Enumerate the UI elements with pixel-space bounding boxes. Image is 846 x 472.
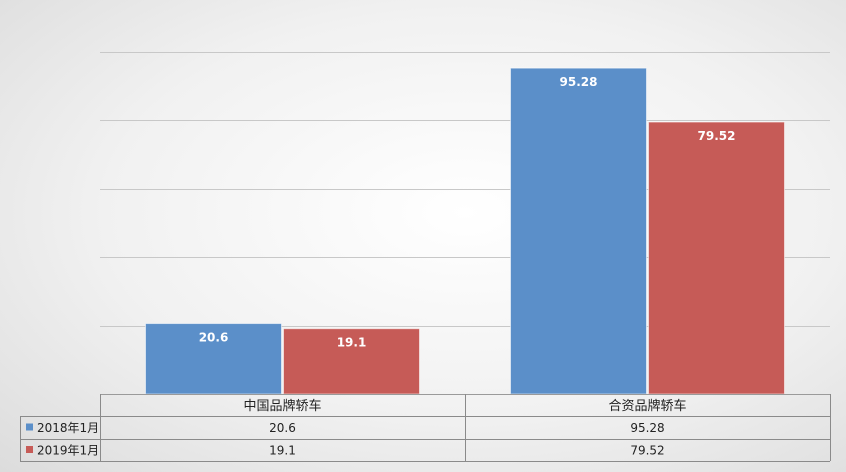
legend-swatch	[26, 446, 33, 453]
legend-swatch	[26, 423, 33, 431]
data-label: 20.6	[199, 331, 229, 345]
data-table: 中国品牌轿车 合资品牌轿车 2018年1月 20.6 95.28 2019年1月 19.1 7…	[20, 394, 831, 462]
bar	[145, 323, 282, 395]
bar	[510, 67, 647, 395]
legend-label: 2019年1月	[37, 444, 99, 458]
table-cell: 95.28	[630, 421, 664, 435]
table-cell: 20.6	[269, 421, 296, 435]
category-label: 中国品牌轿车	[243, 398, 321, 414]
bars: 20.6 19.1 95.28 79.52	[100, 67, 830, 395]
legend-label: 2018年1月	[37, 421, 99, 435]
data-label: 95.28	[560, 75, 598, 89]
data-label: 79.52	[698, 129, 736, 143]
data-label: 19.1	[337, 336, 367, 350]
table-cell: 79.52	[630, 444, 664, 458]
bar	[648, 121, 785, 395]
table-cell: 19.1	[269, 444, 296, 458]
category-label: 合资品牌轿车	[608, 398, 686, 414]
